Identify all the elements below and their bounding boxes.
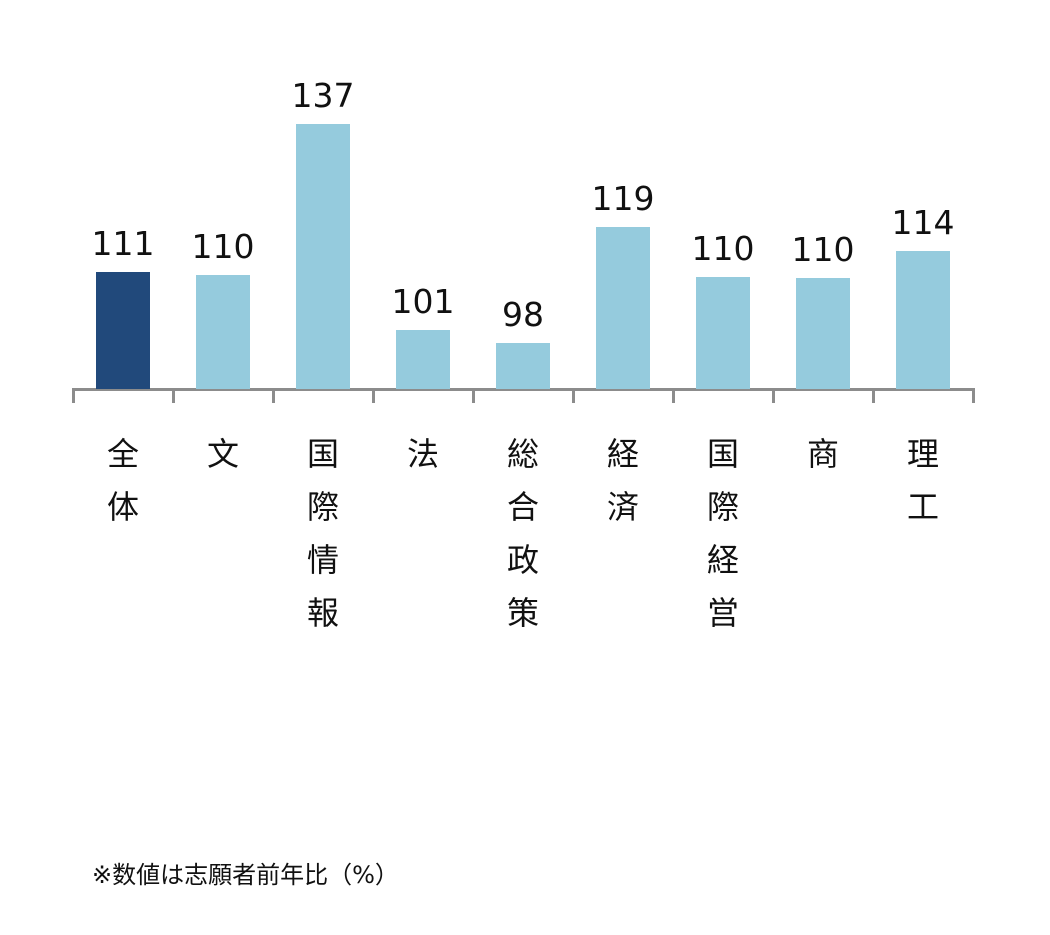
data-label: 110	[691, 229, 755, 268]
category-label: 経済	[593, 428, 653, 534]
data-label: 110	[191, 227, 255, 266]
data-label: 119	[591, 179, 655, 218]
data-label: 114	[891, 203, 955, 242]
x-axis-tick	[672, 388, 675, 403]
x-axis-tick	[472, 388, 475, 403]
category-char: 営	[706, 594, 739, 632]
x-axis-tick	[72, 388, 75, 403]
bar	[496, 343, 550, 389]
category-char: 工	[906, 488, 939, 526]
category-char: 済	[606, 488, 639, 526]
category-char: 際	[706, 488, 739, 526]
category-char: 報	[306, 594, 339, 632]
data-label: 101	[391, 282, 455, 321]
bar	[296, 124, 350, 389]
bar	[96, 272, 150, 389]
x-axis-tick	[872, 388, 875, 403]
data-label: 137	[291, 76, 355, 115]
category-label: 文	[193, 428, 253, 481]
data-label: 110	[791, 230, 855, 269]
category-label: 全体	[93, 428, 153, 534]
category-char: 経	[606, 435, 639, 473]
x-axis-tick	[272, 388, 275, 403]
bar	[796, 278, 850, 389]
x-axis	[73, 388, 973, 391]
category-char: 国	[706, 435, 739, 473]
bar	[896, 251, 950, 389]
category-char: 理	[906, 435, 939, 473]
category-label: 国際情報	[293, 428, 353, 640]
data-label: 98	[502, 295, 544, 334]
bar	[196, 275, 250, 389]
category-char: 全	[106, 435, 139, 473]
category-char: 経	[706, 541, 739, 579]
category-char: 情	[306, 541, 339, 579]
x-axis-tick	[972, 388, 975, 403]
bar	[396, 330, 450, 389]
data-label: 111	[91, 224, 155, 263]
category-label: 法	[393, 428, 453, 481]
category-char: 文	[206, 435, 239, 473]
bar	[596, 227, 650, 389]
category-char: 体	[106, 488, 139, 526]
x-axis-tick	[772, 388, 775, 403]
x-axis-tick	[372, 388, 375, 403]
category-char: 法	[406, 435, 439, 473]
category-char: 合	[506, 488, 539, 526]
category-char: 商	[806, 435, 839, 473]
category-char: 総	[506, 435, 539, 473]
x-axis-tick	[172, 388, 175, 403]
category-label: 国際経営	[693, 428, 753, 640]
bar	[696, 277, 750, 389]
category-char: 際	[306, 488, 339, 526]
x-axis-tick	[572, 388, 575, 403]
category-label: 商	[793, 428, 853, 481]
footnote: ※数値は志願者前年比（%）	[92, 861, 399, 889]
category-label: 総合政策	[493, 428, 553, 640]
category-label: 理工	[893, 428, 953, 534]
category-char: 策	[506, 594, 539, 632]
category-char: 政	[506, 541, 539, 579]
category-char: 国	[306, 435, 339, 473]
